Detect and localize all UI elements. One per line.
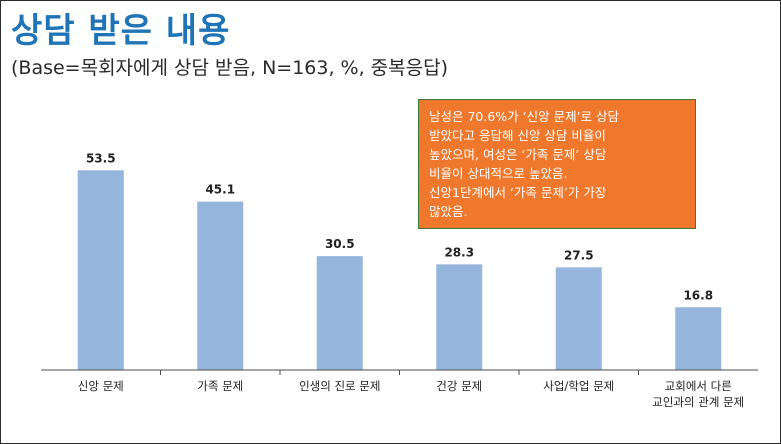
x-tick-label: 사업/학업 문제 xyxy=(543,379,614,393)
x-tick-label: 가족 문제 xyxy=(197,379,243,393)
bar xyxy=(436,264,483,370)
bar xyxy=(197,201,244,370)
data-label: 30.5 xyxy=(325,237,355,251)
data-label: 16.8 xyxy=(683,288,713,302)
callout-line: 비율이 상대적으로 높았음. xyxy=(429,166,568,181)
data-label: 27.5 xyxy=(564,248,594,262)
callout-line: 받았다고 응답해 신앙 상담 비율이 xyxy=(429,128,606,143)
page-title: 상담 받은 내용 xyxy=(11,11,231,51)
page-subtitle: (Base=목회자에게 상담 받음, N=163, %, 중복응답) xyxy=(11,57,449,79)
x-tick-label: 교회에서 다른 xyxy=(665,379,732,393)
callout-line: 남성은 70.6%가 ‘신앙 문제’로 상담 xyxy=(429,109,620,124)
x-tick-label: 건강 문제 xyxy=(436,379,482,393)
callout-line: 많았음. xyxy=(429,204,468,219)
x-tick-label: 신앙 문제 xyxy=(78,379,124,393)
bar xyxy=(316,256,363,370)
data-label: 53.5 xyxy=(86,151,116,165)
callout-line: 신앙1단계에서 ‘가족 문제’가 가장 xyxy=(429,185,607,200)
data-label: 28.3 xyxy=(444,245,474,259)
bar xyxy=(675,307,722,370)
bar xyxy=(77,170,124,370)
callout-box: 남성은 70.6%가 ‘신앙 문제’로 상담 받았다고 응답해 신앙 상담 비율… xyxy=(418,99,696,229)
data-label: 45.1 xyxy=(205,183,235,197)
x-tick-label: 인생의 진로 문제 xyxy=(299,379,380,393)
callout-line: 높았으며, 여성은 ‘가족 문제’ 상담 xyxy=(429,147,607,162)
x-tick-label: 교인과의 관계 문제 xyxy=(652,395,744,409)
bar xyxy=(555,267,602,370)
